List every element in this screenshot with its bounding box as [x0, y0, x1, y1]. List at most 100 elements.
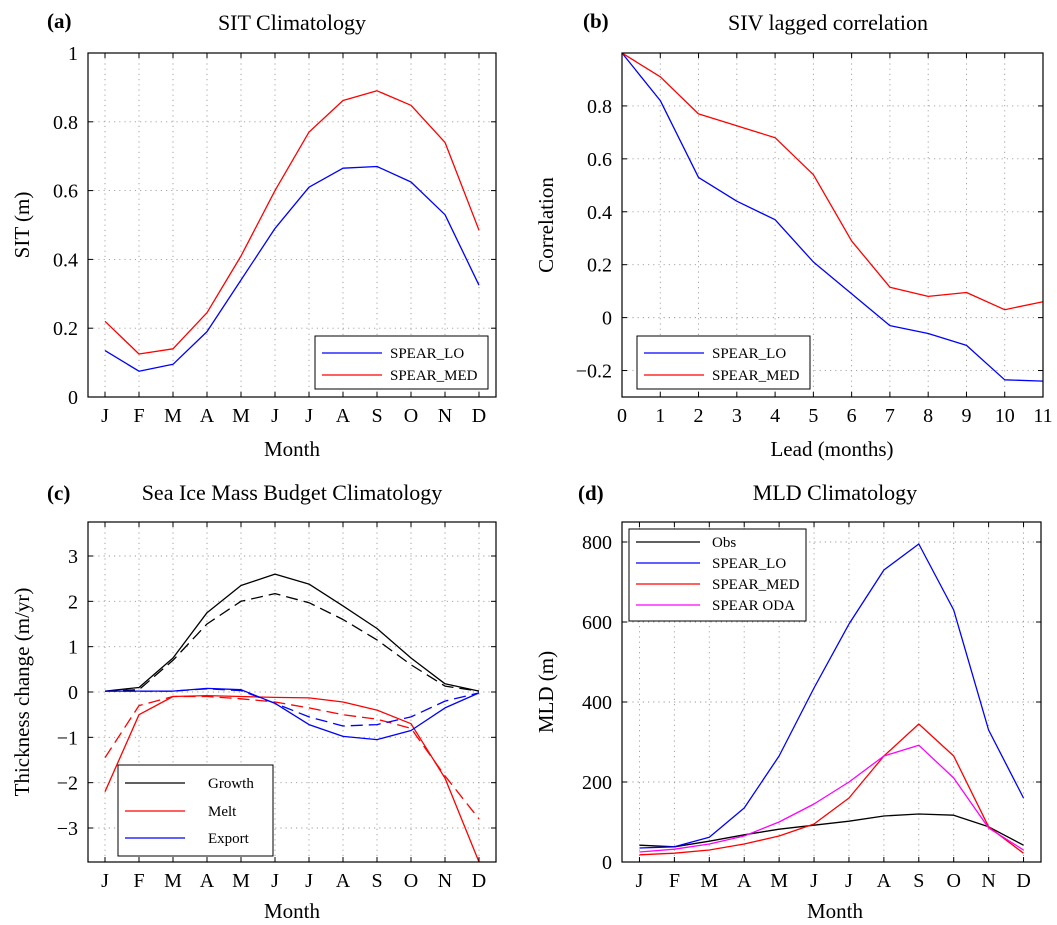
series-line-spear-med	[639, 723, 1024, 856]
x-tick-label: S	[371, 405, 382, 427]
data-point-growth	[444, 685, 446, 687]
data-point-melt	[138, 704, 140, 706]
y-axis-label-a: SIT (m)	[10, 192, 34, 259]
data-point-spear-lo	[736, 200, 738, 202]
data-point-spear-med	[848, 797, 850, 799]
data-point-spear-med	[478, 229, 480, 231]
data-point-spear-med	[812, 174, 814, 176]
data-point-melt	[104, 757, 106, 759]
data-point-spear-med	[376, 90, 378, 92]
panel-title-b: SIV lagged correlation	[728, 10, 928, 35]
data-point-growth	[206, 612, 208, 614]
y-axis-label-b: Correlation	[534, 177, 558, 273]
x-tick-label: J	[305, 405, 313, 427]
data-point-spear-med	[813, 823, 815, 825]
legend-label-spear-lo-a: SPEAR_LO	[390, 346, 464, 362]
series-line-melt-dashed	[104, 695, 480, 820]
panel-label-d: (d)	[578, 481, 604, 505]
grid-d	[622, 522, 1041, 862]
data-point-spear-oda	[848, 781, 850, 783]
legend-label-spear-lo-b: SPEAR_LO	[712, 346, 786, 362]
panel-d: (d) MLD Climatology J F M A M J J A S O N D02004006…	[534, 480, 1042, 923]
data-point-spear-lo	[638, 847, 640, 849]
x-tick-label: D	[1016, 870, 1030, 892]
data-point-spear-oda	[987, 827, 989, 829]
data-point-spear-lo	[927, 332, 929, 334]
x-tick-label: A	[877, 870, 892, 892]
data-point-spear-lo	[1022, 797, 1024, 799]
x-tick-label: A	[336, 405, 351, 427]
data-point-spear-oda	[708, 843, 710, 845]
data-point-melt	[478, 818, 480, 820]
data-point-spear-oda	[778, 821, 780, 823]
x-tick-label: M	[232, 870, 250, 892]
data-point-export	[274, 702, 276, 704]
data-point-spear-med	[918, 723, 920, 725]
legend-box-a	[314, 335, 489, 390]
legend-label-spear-med-a: SPEAR_MED	[390, 368, 478, 384]
data-point-spear-lo	[342, 167, 344, 169]
data-point-export	[308, 723, 310, 725]
data-point-melt	[308, 697, 310, 699]
y-tick-label: 2	[68, 591, 78, 613]
data-point-spear-med	[638, 854, 640, 856]
legend-label-spear-med-b: SPEAR_MED	[712, 368, 800, 384]
y-tick-label: 1	[68, 637, 78, 659]
axes-frame-b	[621, 52, 1044, 398]
x-tick-label: O	[404, 870, 418, 892]
data-point-obs	[953, 814, 955, 816]
x-tick-label: 7	[885, 405, 895, 427]
data-point-spear-oda	[953, 777, 955, 779]
data-point-spear-med	[342, 99, 344, 101]
data-point-spear-med	[953, 755, 955, 757]
x-tick-label: F	[133, 405, 144, 427]
x-tick-label: J	[810, 870, 818, 892]
data-point-melt	[240, 695, 242, 697]
data-point-spear-oda	[743, 835, 745, 837]
data-point-spear-oda	[673, 848, 675, 850]
ticks-b: 0 1 2 3 4 5 6 7 8 9 10 11−0.200.20.40.60.8	[576, 53, 1053, 427]
data-point-growth	[308, 602, 310, 604]
y-tick-label: 600	[582, 612, 612, 634]
data-point-export	[172, 690, 174, 692]
x-tick-label: 2	[694, 405, 704, 427]
data-point-spear-oda	[638, 851, 640, 853]
data-point-spear-lo	[410, 181, 412, 183]
x-tick-label: 4	[770, 405, 780, 427]
data-point-spear-med	[1022, 852, 1024, 854]
data-point-melt	[308, 707, 310, 709]
data-point-spear-med	[697, 113, 699, 115]
data-point-spear-lo	[138, 370, 140, 372]
x-tick-label: N	[981, 870, 995, 892]
x-tick-label: N	[438, 405, 452, 427]
series-line-obs	[639, 813, 1024, 848]
data-point-export	[478, 692, 480, 694]
legend-d: Obs SPEAR_LO SPEAR_MED SPEAR ODA	[628, 528, 807, 622]
data-point-melt	[376, 718, 378, 720]
series-line-spear-lo	[621, 52, 1044, 382]
legend-label-spear-oda-d: SPEAR ODA	[712, 598, 795, 614]
data-point-export	[240, 689, 242, 691]
data-point-growth	[138, 686, 140, 688]
x-axis-label-b: Lead (months)	[770, 437, 893, 461]
data-point-spear-med	[708, 849, 710, 851]
data-point-spear-med	[889, 286, 891, 288]
data-point-spear-lo	[850, 293, 852, 295]
data-point-growth	[206, 623, 208, 625]
data-point-growth	[274, 573, 276, 575]
data-point-spear-lo	[987, 729, 989, 731]
data-point-spear-med	[659, 76, 661, 78]
data-point-spear-med	[736, 125, 738, 127]
x-tick-label: A	[200, 870, 215, 892]
x-tick-label: J	[271, 870, 279, 892]
series-group-b	[621, 52, 1044, 382]
y-axis-label-d: MLD (m)	[534, 651, 558, 733]
data-point-spear-lo	[697, 176, 699, 178]
y-tick-label: −2	[57, 773, 78, 795]
data-point-spear-oda	[813, 803, 815, 805]
x-tick-label: 11	[1033, 405, 1052, 427]
data-point-spear-med	[104, 320, 106, 322]
x-axis-label-a: Month	[264, 437, 321, 461]
data-point-export	[308, 716, 310, 718]
legend-label-spear-lo-d: SPEAR_LO	[712, 556, 786, 572]
